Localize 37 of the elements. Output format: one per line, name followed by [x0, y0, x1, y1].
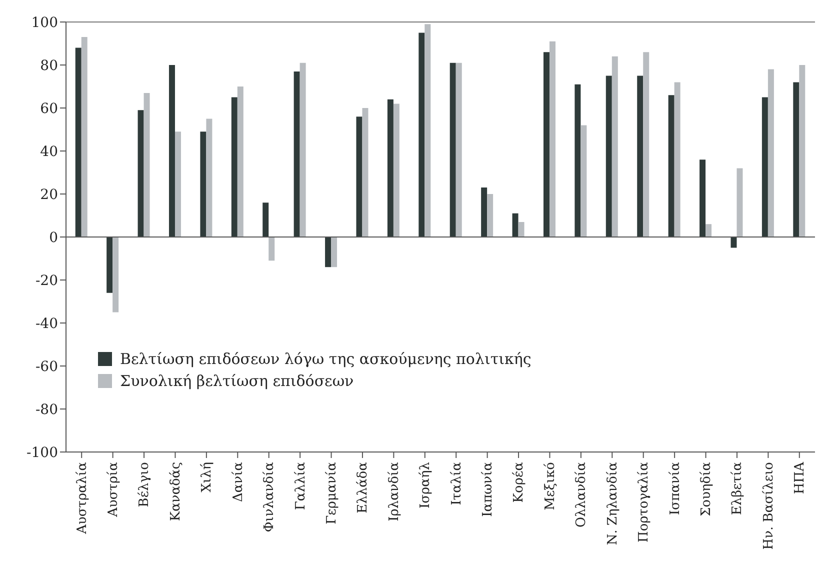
- x-tick-label: Γαλλία: [293, 462, 308, 510]
- x-tick-label: Σουηδία: [699, 462, 714, 516]
- y-tick-label: -40: [35, 316, 58, 332]
- y-tick-label: -20: [35, 272, 58, 289]
- x-tick-label: Χιλή: [200, 462, 215, 492]
- x-tick-label: Ν. Ζηλανδία: [605, 462, 620, 546]
- y-tick-label: 20: [40, 186, 58, 203]
- x-tick-label: Ισπανία: [668, 462, 683, 516]
- y-tick-label: -100: [26, 444, 58, 461]
- x-tick-label: Γερμανία: [324, 462, 340, 524]
- x-tick-label: Ην. Βασίλειο: [761, 462, 776, 550]
- x-tick-label: Κορέα: [512, 462, 527, 503]
- x-tick-label: Αυστραλία: [74, 462, 90, 535]
- x-tick-label: Ιρλανδία: [386, 462, 402, 522]
- x-tick-label: Ισραήλ: [418, 462, 434, 508]
- y-tick-label: 0: [49, 230, 58, 246]
- x-tick-label: Ελβετία: [730, 462, 746, 516]
- y-tick-label: -80: [35, 402, 58, 418]
- x-tick-label: Μεξικό: [542, 462, 558, 510]
- y-tick-label: 80: [40, 58, 58, 74]
- y-tick-label: 40: [40, 144, 58, 160]
- x-tick-label: Ιαπωνία: [480, 462, 496, 517]
- y-tick-label: -60: [35, 358, 58, 375]
- legend-label: Συνολική βελτίωση επιδόσεων: [120, 372, 354, 390]
- x-tick-label: Φινλανδία: [262, 462, 278, 532]
- x-tick-label: Δανία: [230, 462, 246, 502]
- x-tick-label: Ιταλία: [449, 462, 464, 506]
- x-tick-label: ΗΠΑ: [792, 461, 808, 494]
- x-tick-label: Πορτογαλία: [636, 462, 652, 542]
- y-tick-label: 100: [31, 14, 58, 31]
- y-tick-label: 60: [40, 100, 58, 117]
- legend-label: Βελτίωση επιδόσεων λόγω της ασκούμενης πολιτικής: [120, 350, 532, 368]
- x-tick-label: Βέλγιο: [137, 462, 152, 508]
- x-tick-label: Καναδάς: [168, 462, 184, 522]
- x-tick-label: Αυστρία: [106, 462, 122, 518]
- x-tick-label: Ολλανδία: [574, 462, 590, 528]
- x-tick-label: Ελλάδα: [356, 462, 371, 514]
